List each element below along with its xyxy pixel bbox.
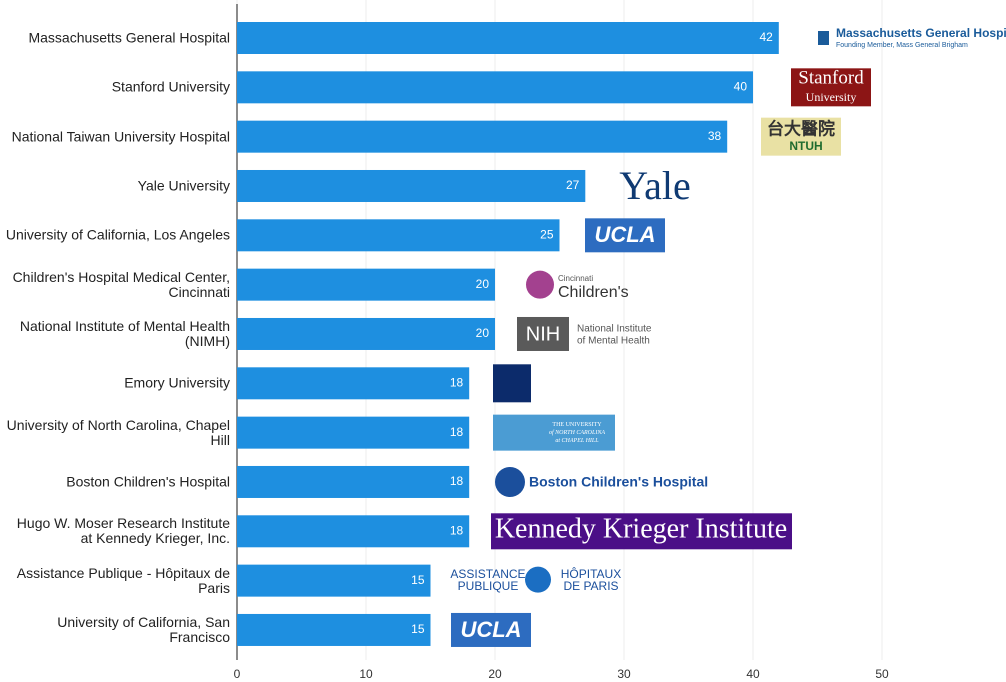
logo-text: UCLA	[460, 617, 521, 642]
value-label: 25	[540, 227, 554, 241]
logo-text: University	[806, 90, 857, 104]
logo-emblem	[525, 566, 551, 593]
logo-text: Founding Member, Mass General Brigham	[836, 42, 968, 49]
bar	[237, 613, 431, 646]
logo: Yale	[619, 163, 691, 208]
value-label: 18	[450, 523, 464, 537]
bar	[237, 416, 470, 449]
logo-text: Massachusetts General Hospital	[836, 26, 1006, 40]
bar	[237, 317, 495, 350]
value-label: 38	[708, 129, 722, 143]
logo-emblem	[495, 466, 525, 497]
logo-text: NTUH	[789, 139, 822, 153]
logo-text: THE UNIVERSITY	[552, 422, 602, 428]
bar	[237, 22, 779, 54]
value-label: 20	[476, 326, 490, 340]
logo-box	[761, 117, 841, 156]
logo-text: DE PARIS	[563, 579, 618, 593]
logo-box	[493, 364, 531, 403]
logo-box	[451, 612, 531, 647]
logo-text: PUBLIQUE	[458, 579, 519, 593]
logo-text: Boston Children's Hospital	[529, 474, 708, 490]
value-label: 40	[734, 80, 748, 94]
logo-text: Kennedy Krieger Institute	[495, 514, 787, 545]
logo-text: ASSISTANCE	[450, 567, 525, 581]
logo-text: of NORTH CAROLINA	[549, 429, 605, 436]
value-label: 42	[759, 30, 773, 44]
x-tick-label: 10	[359, 667, 373, 681]
value-label: 15	[411, 573, 425, 587]
x-tick-label: 30	[617, 667, 631, 681]
category-label: National Taiwan University Hospital	[11, 128, 230, 145]
logo: UCLA	[451, 612, 531, 647]
category-label: Emory University	[124, 374, 230, 391]
logo-text: HÔPITAUX	[561, 566, 621, 581]
bar	[237, 367, 470, 400]
category-label: University of North Carolina, Chapel Hil…	[6, 416, 230, 448]
value-label: 15	[411, 622, 425, 636]
logo-box	[517, 316, 569, 351]
x-tick-label: 40	[746, 667, 760, 681]
bar	[237, 515, 470, 548]
value-label: 20	[476, 277, 490, 291]
bar	[237, 120, 728, 153]
logo-text: Stanford	[798, 68, 864, 89]
logo-box	[791, 68, 871, 107]
logo-box	[493, 414, 615, 451]
logo-text: UCLA	[594, 222, 655, 247]
category-label: Hugo W. Moser Research Institute at Kenn…	[16, 515, 230, 547]
logo-box	[818, 31, 829, 45]
logo	[493, 364, 531, 403]
category-label: University of California, Los Angeles	[5, 226, 230, 243]
x-tick-label: 0	[234, 667, 241, 681]
category-label: Stanford University	[111, 78, 230, 95]
bar	[237, 465, 470, 498]
logo-text: National Institute	[577, 324, 652, 335]
bar	[237, 169, 586, 202]
value-label: 27	[566, 178, 580, 192]
logo-text: 台大醫院	[767, 119, 835, 139]
x-tick-label: 20	[488, 667, 502, 681]
logo-text: Cincinnati	[558, 274, 593, 283]
logo: Kennedy Krieger Institute	[491, 513, 792, 550]
x-tick-label: 50	[875, 667, 889, 681]
bar	[237, 71, 753, 104]
bar	[237, 219, 560, 252]
bar	[237, 564, 431, 597]
logo: Massachusetts General Hospital Founding M…	[818, 26, 1006, 49]
logo-text: of Mental Health	[577, 336, 650, 347]
category-label: Assistance Publique - Hôpitaux de Paris	[16, 564, 230, 596]
logo-text: Yale	[619, 163, 691, 208]
value-label: 18	[450, 425, 464, 439]
category-label: Children's Hospital Medical Center, Cinc…	[12, 268, 230, 300]
logo-text: NIH	[526, 323, 560, 345]
category-label: National Institute of Mental Health (NIM…	[19, 317, 230, 349]
category-label: Massachusetts General Hospital	[28, 29, 230, 46]
logo-text: at CHAPEL HILL	[555, 438, 599, 444]
value-label: 18	[450, 375, 464, 389]
logo: UCLA	[585, 218, 665, 253]
logo-box	[585, 218, 665, 253]
logo-emblem	[526, 270, 554, 299]
bar	[237, 268, 495, 301]
category-label: Boston Children's Hospital	[66, 473, 230, 490]
logo-box	[491, 513, 792, 550]
logo: Boston Children's Hospital	[495, 466, 708, 497]
category-label: University of California, San Francisco	[57, 613, 230, 645]
category-label: Yale University	[137, 177, 230, 194]
logo-text: Children's	[558, 284, 629, 301]
value-label: 18	[450, 474, 464, 488]
